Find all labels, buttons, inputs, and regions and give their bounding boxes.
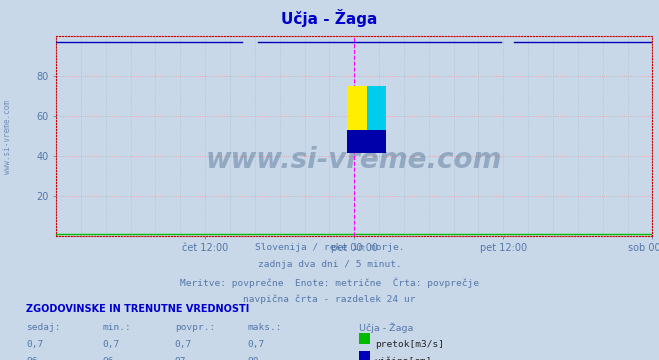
FancyBboxPatch shape	[347, 130, 386, 153]
Text: min.:: min.:	[102, 323, 131, 332]
Text: ZGODOVINSKE IN TRENUTNE VREDNOSTI: ZGODOVINSKE IN TRENUTNE VREDNOSTI	[26, 304, 250, 314]
Text: Meritve: povprečne  Enote: metrične  Črta: povprečje: Meritve: povprečne Enote: metrične Črta:…	[180, 278, 479, 288]
Text: 0,7: 0,7	[102, 340, 119, 349]
Text: 0,7: 0,7	[26, 340, 43, 349]
Text: pretok[m3/s]: pretok[m3/s]	[375, 340, 444, 349]
Text: navpična črta - razdelek 24 ur: navpična črta - razdelek 24 ur	[243, 295, 416, 304]
Text: www.si-vreme.com: www.si-vreme.com	[206, 146, 502, 174]
Text: višina[cm]: višina[cm]	[375, 357, 432, 360]
Text: zadnja dva dni / 5 minut.: zadnja dva dni / 5 minut.	[258, 260, 401, 269]
FancyBboxPatch shape	[347, 86, 367, 130]
Text: 98: 98	[247, 357, 258, 360]
Text: 96: 96	[102, 357, 113, 360]
Text: povpr.:: povpr.:	[175, 323, 215, 332]
Text: sedaj:: sedaj:	[26, 323, 61, 332]
Text: Učja - Žaga: Učja - Žaga	[359, 323, 414, 333]
Text: 0,7: 0,7	[247, 340, 264, 349]
Text: 0,7: 0,7	[175, 340, 192, 349]
Text: www.si-vreme.com: www.si-vreme.com	[3, 100, 13, 174]
FancyBboxPatch shape	[367, 86, 386, 130]
Text: Učja - Žaga: Učja - Žaga	[281, 9, 378, 27]
Text: 97: 97	[175, 357, 186, 360]
Text: 96: 96	[26, 357, 38, 360]
Text: Slovenija / reke in morje.: Slovenija / reke in morje.	[255, 243, 404, 252]
Text: maks.:: maks.:	[247, 323, 281, 332]
